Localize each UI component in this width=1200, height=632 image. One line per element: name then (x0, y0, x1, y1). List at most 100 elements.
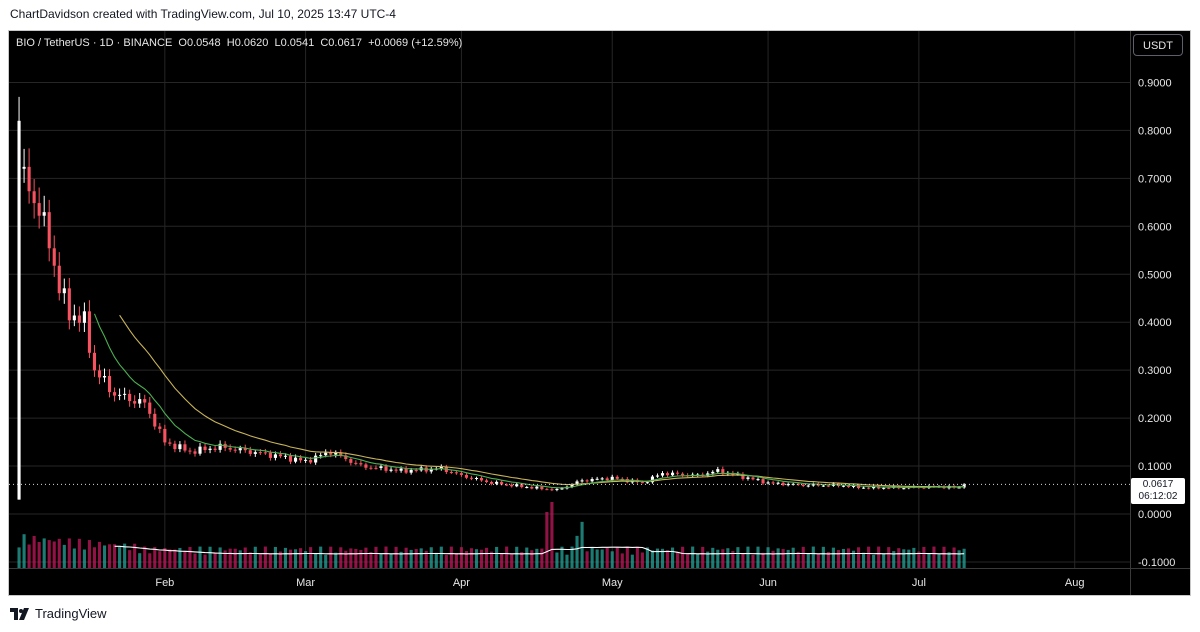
volume-bar (118, 547, 122, 568)
volume-bar (490, 551, 494, 568)
volume-bar (248, 552, 252, 568)
volume-bar (469, 548, 474, 568)
volume-bar (630, 554, 634, 568)
volume-bar (831, 547, 835, 568)
volume-bar (178, 547, 182, 568)
volume-bar (409, 549, 413, 568)
candle-body (716, 469, 720, 472)
volume-bar (741, 553, 745, 568)
volume-bar (439, 546, 443, 568)
candle-body (208, 448, 212, 451)
candle-body (474, 477, 479, 479)
volume-bar (384, 546, 388, 568)
volume-bar (258, 554, 262, 568)
candle-body (821, 485, 825, 487)
volume-bar (168, 549, 172, 568)
volume-bar (786, 549, 790, 568)
volume-bar (605, 548, 609, 568)
candle-body (540, 486, 544, 490)
candle-body (957, 487, 961, 489)
price-chart[interactable]: 0.9000 0.8000 0.7000 0.6000 0.5000 0.4000 0.30… (9, 31, 1190, 595)
candle-body (42, 212, 46, 216)
candle-body (681, 473, 685, 476)
volume-bar (922, 546, 926, 568)
volume-bar (811, 546, 815, 568)
volume-bar (590, 548, 594, 568)
candle-body (57, 265, 61, 294)
candle-body (299, 457, 303, 461)
candle-body (555, 488, 559, 491)
candle-body (283, 455, 288, 457)
volume-bar (570, 546, 574, 568)
volume-bar (862, 552, 866, 568)
volume-bar (339, 547, 343, 568)
volume-bar (123, 543, 127, 568)
candle-body (178, 444, 182, 450)
last-price-tag: 0.0617 06:12:02 (1131, 478, 1185, 504)
candle-body (650, 476, 655, 483)
candle-body (841, 485, 846, 487)
candle-body (228, 447, 232, 450)
candle-body (570, 484, 574, 487)
candle-body (640, 482, 644, 484)
candle-body (319, 455, 323, 457)
volume-bar (867, 546, 871, 568)
volume-bar (917, 551, 921, 568)
volume-bar (877, 546, 881, 568)
volume-bar (72, 548, 76, 568)
ohlc-low: L0.0541 (274, 37, 315, 49)
candle-body (500, 481, 504, 485)
candle-body (454, 472, 458, 474)
candle-body (324, 452, 328, 456)
volume-bar (610, 551, 614, 568)
volume-bar (314, 553, 318, 568)
candle-body (389, 469, 393, 471)
volume-bar (530, 550, 534, 568)
tradingview-logo[interactable]: TradingView (10, 606, 107, 621)
candle-body (404, 468, 408, 473)
ohlc-high: H0.0620 (226, 37, 269, 49)
candle-body (751, 477, 755, 480)
candle-body (882, 487, 886, 489)
candle-body (52, 248, 56, 266)
candle-body (781, 482, 785, 486)
candle-body (771, 482, 775, 484)
volume-bar (243, 547, 247, 568)
volume-bar (535, 548, 539, 568)
candle-body (525, 487, 529, 489)
volume-bar (736, 547, 740, 568)
symbol-name[interactable]: BIO / TetherUS · 1D · BINANCE (16, 37, 173, 49)
volume-bar (278, 551, 283, 568)
volume-bar (213, 552, 217, 568)
chart-background (9, 31, 1190, 595)
candle-body (495, 481, 499, 484)
candle-body (560, 488, 564, 490)
ohlc-close: C0.0617 (320, 37, 362, 49)
quote-currency-button[interactable]: USDT (1133, 34, 1183, 56)
volume-bar (464, 550, 469, 568)
candle-body (394, 469, 398, 471)
volume-bar (655, 548, 660, 568)
candle-body (143, 399, 147, 403)
symbol-info-line[interactable]: BIO / TetherUS · 1D · BINANCE O0.0548 H0… (16, 37, 462, 49)
volume-bar (771, 550, 775, 568)
volume-bar (545, 511, 549, 568)
volume-bar (153, 547, 157, 568)
volume-bar (927, 553, 931, 568)
candle-body (133, 401, 137, 404)
candle-body (339, 452, 343, 456)
candle-body (862, 487, 866, 489)
volume-bar (962, 548, 966, 568)
volume-bar (560, 546, 564, 568)
candle-body (962, 484, 966, 488)
volume-bar (525, 547, 529, 568)
candle-body (872, 486, 876, 489)
volume-bar (952, 547, 956, 568)
volume-bar (319, 546, 323, 568)
candle-body (660, 473, 665, 476)
volume-bar (711, 547, 715, 568)
candle-body (595, 478, 599, 480)
bar-countdown: 06:12:02 (1138, 491, 1178, 502)
candle-body (198, 446, 202, 454)
candle-body (22, 166, 26, 169)
